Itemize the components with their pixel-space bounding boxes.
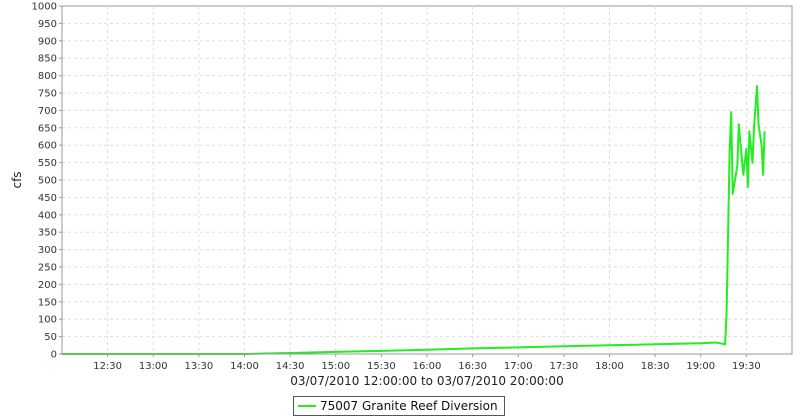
- y-tick-label: 650: [38, 123, 57, 134]
- y-axis-label: cfs: [10, 171, 24, 188]
- x-tick-label: 15:30: [367, 361, 396, 372]
- x-tick-label: 18:30: [641, 361, 670, 372]
- x-tick-label: 17:30: [549, 361, 578, 372]
- y-tick-label: 400: [38, 210, 57, 221]
- y-tick-label: 700: [38, 106, 57, 117]
- y-tick-label: 950: [38, 19, 57, 30]
- x-tick-label: 19:00: [686, 361, 715, 372]
- y-tick-label: 1000: [32, 2, 57, 13]
- y-tick-label: 150: [38, 297, 57, 308]
- x-tick-label: 14:30: [276, 361, 305, 372]
- series-line: [62, 85, 766, 355]
- y-tick-label: 850: [38, 54, 57, 65]
- x-tick-label: 16:30: [458, 361, 487, 372]
- y-tick-label: 800: [38, 71, 57, 82]
- x-tick-label: 14:00: [230, 361, 259, 372]
- x-tick-label: 13:30: [184, 361, 213, 372]
- x-tick-label: 15:00: [321, 361, 350, 372]
- x-tick-label: 13:00: [139, 361, 168, 372]
- y-tick-label: 100: [38, 315, 57, 326]
- y-tick-label: 750: [38, 89, 57, 100]
- series-layer: [62, 85, 766, 355]
- x-tick-label: 16:00: [413, 361, 442, 372]
- x-tick-label: 18:00: [595, 361, 624, 372]
- y-tick-label: 0: [51, 350, 57, 361]
- y-tick-label: 250: [38, 263, 57, 274]
- x-tick-label: 17:00: [504, 361, 533, 372]
- x-axis-ticks: 12:30 13:00 13:30 14:00 14:30 15:00 15:30 16:00…: [93, 354, 761, 372]
- y-tick-label: 550: [38, 158, 57, 169]
- y-tick-label: 50: [44, 332, 57, 343]
- grid-lines: [62, 6, 792, 354]
- y-tick-label: 600: [38, 141, 57, 152]
- y-axis-ticks: 0 50 100 150 200 250 300 350 400 450 500 550 600 650 7…: [32, 2, 62, 361]
- x-tick-label: 19:30: [732, 361, 761, 372]
- y-tick-label: 500: [38, 176, 57, 187]
- y-tick-label: 350: [38, 228, 57, 239]
- legend: 75007 Granite Reef Diversion: [293, 396, 505, 416]
- x-axis-label: 03/07/2010 12:00:00 to 03/07/2010 20:00:…: [290, 374, 563, 388]
- y-tick-label: 200: [38, 280, 57, 291]
- y-tick-label: 300: [38, 245, 57, 256]
- y-tick-label: 900: [38, 36, 57, 47]
- legend-label: 75007 Granite Reef Diversion: [320, 399, 498, 413]
- y-tick-label: 450: [38, 193, 57, 204]
- x-tick-label: 12:30: [93, 361, 122, 372]
- legend-swatch: [298, 405, 316, 407]
